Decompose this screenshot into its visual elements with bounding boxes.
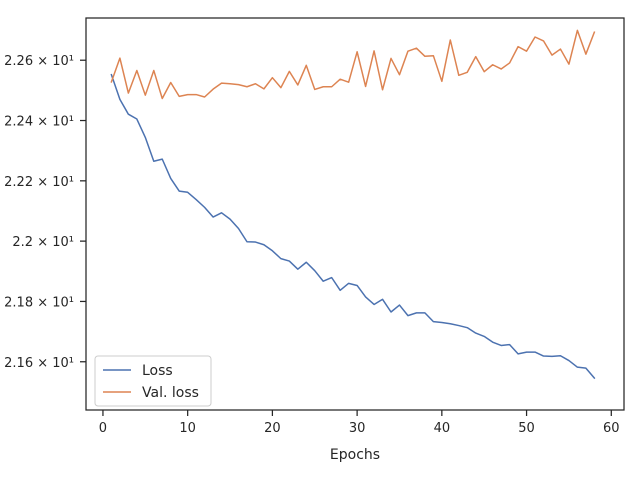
x-tick-label: 60 [603,421,620,436]
x-tick-label: 20 [264,421,281,436]
series-line-val-loss [110,29,596,100]
plot-area [86,18,624,410]
axes-layer: 0 10 20 30 40 50 60 2.16 × 10¹ 2.18 × 10¹ 2.2 × 1… [4,17,625,436]
y-tick-label: 2.2 × 10¹ [12,235,74,250]
series-line-loss [110,73,596,380]
x-tick-label: 10 [179,421,196,436]
x-tick-label: 30 [349,421,366,436]
x-tick-label: 40 [434,421,451,436]
series-layer [110,29,596,380]
legend-label-val-loss: Val. loss [142,385,199,401]
legend: Loss Val. loss [94,355,212,407]
y-tick-label: 2.24 × 10¹ [4,115,74,130]
y-tick-label: 2.22 × 10¹ [4,175,74,190]
axes-frame [85,17,625,411]
y-tick-label: 2.16 × 10¹ [4,356,74,371]
legend-entries: Loss Val. loss [103,363,199,401]
x-axis-title: Epochs [330,447,380,463]
legend-label-loss: Loss [142,363,173,379]
legend-box [94,355,212,407]
y-tick-label: 2.18 × 10¹ [4,295,74,310]
x-tick-label: 0 [99,421,107,436]
y-tick-label: 2.26 × 10¹ [4,54,74,69]
x-tick-label: 50 [518,421,535,436]
